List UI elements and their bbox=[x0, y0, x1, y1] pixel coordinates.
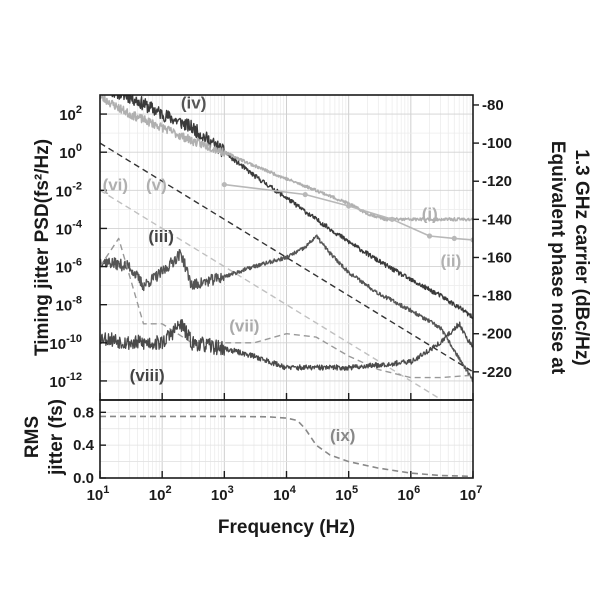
x-tick-label: 104 bbox=[273, 484, 297, 504]
series-v bbox=[100, 142, 473, 373]
y-tick-label-right: -180 bbox=[482, 288, 512, 305]
annotation-label: (i) bbox=[422, 204, 438, 223]
annotation-label: (vii) bbox=[229, 316, 259, 335]
y-tick-label-left: 100 bbox=[59, 142, 82, 162]
x-axis-label: Frequency (Hz) bbox=[218, 517, 355, 538]
point-i_markers bbox=[389, 216, 395, 222]
y-tick-label-left: 10-8 bbox=[56, 295, 82, 315]
y-axis-label-bottom: jitter (fs) bbox=[46, 399, 67, 476]
point-i_markers bbox=[451, 235, 457, 242]
point-i_markers bbox=[221, 181, 227, 188]
point-i_markers bbox=[346, 203, 352, 209]
y-tick-label-right: -120 bbox=[482, 173, 512, 190]
series-viii bbox=[100, 319, 473, 371]
series-vii bbox=[100, 237, 473, 379]
series-vi bbox=[100, 189, 444, 400]
point-i_markers bbox=[302, 191, 308, 198]
y-tick-label-bottom: 0.0 bbox=[73, 470, 94, 487]
y-tick-label-left: 10-12 bbox=[49, 371, 82, 391]
series-iii bbox=[100, 234, 473, 383]
annotation-label: (ix) bbox=[330, 426, 356, 445]
x-tick-label: 105 bbox=[335, 484, 358, 504]
annotation-label: (iv) bbox=[181, 93, 207, 112]
annotation-label: (viii) bbox=[130, 366, 165, 385]
series-iv bbox=[110, 95, 473, 319]
y-tick-label-bottom: 0.8 bbox=[73, 404, 94, 421]
y-tick-label-left: 10-2 bbox=[56, 180, 82, 200]
annotation-label: (v) bbox=[146, 175, 167, 194]
y-tick-label-right: -160 bbox=[482, 249, 512, 266]
annotation-label: (vi) bbox=[103, 175, 129, 194]
tick-labels: 101 102 103 104 105 106 107 102 100 10-2 10-4 10-6 1… bbox=[49, 97, 512, 504]
y-tick-label-right: -80 bbox=[482, 97, 504, 114]
y-tick-label-left: 10-4 bbox=[56, 218, 83, 238]
y-axis-label-right: Equivalent phase noise at bbox=[547, 141, 568, 375]
annotation-label: (iii) bbox=[148, 227, 174, 246]
top-panel-series bbox=[100, 95, 473, 400]
point-i_markers bbox=[426, 233, 433, 239]
y-axis-label-bottom: RMS bbox=[22, 416, 43, 458]
y-axis-label-right: 1.3 GHz carrier (dBc/Hz) bbox=[571, 149, 592, 365]
y-tick-label-right: -220 bbox=[482, 364, 512, 381]
y-axis-label-left: Timing jitter PSD(fs²/Hz) bbox=[32, 139, 53, 356]
x-tick-label: 106 bbox=[397, 484, 420, 504]
x-tick-label: 107 bbox=[460, 484, 483, 504]
y-tick-label-right: -140 bbox=[482, 211, 512, 228]
y-tick-label-bottom: 0.4 bbox=[73, 437, 95, 454]
series-annotations: (iv) (vi) (v) (iii) (i) (ii) (vii) (viii) (ix) bbox=[103, 93, 462, 445]
x-tick-label: 102 bbox=[149, 484, 172, 504]
x-tick-label: 101 bbox=[87, 484, 110, 504]
y-tick-label-left: 10-6 bbox=[56, 257, 82, 277]
annotation-label: (ii) bbox=[440, 252, 461, 271]
y-tick-label-left: 102 bbox=[59, 104, 82, 124]
x-tick-label: 103 bbox=[211, 484, 234, 504]
y-tick-label-right: -100 bbox=[482, 135, 512, 152]
series-ii bbox=[100, 95, 473, 222]
axis-labels: Frequency (Hz) Timing jitter PSD(fs²/Hz) E… bbox=[22, 139, 592, 538]
y-tick-label-right: -200 bbox=[482, 326, 512, 343]
y-tick-label-left: 10-10 bbox=[49, 333, 82, 353]
